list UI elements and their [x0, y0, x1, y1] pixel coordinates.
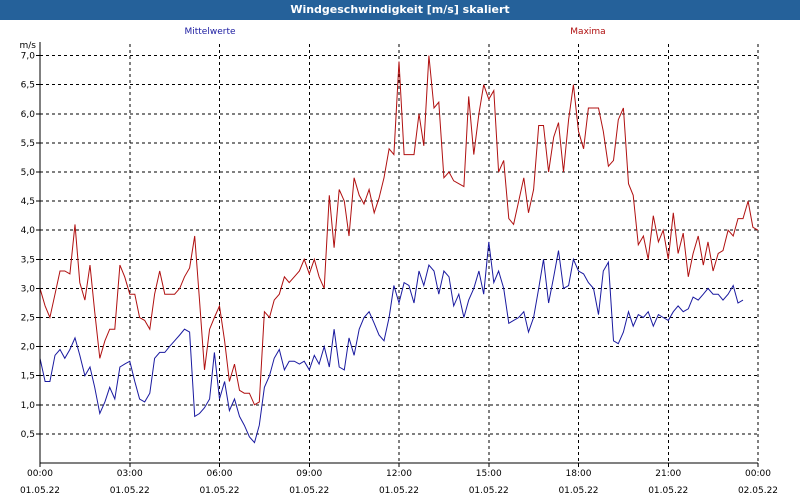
y-tick-label: 0,5 [21, 430, 35, 440]
window-title: Windgeschwindigkeit [m/s] skaliert [0, 0, 800, 20]
x-tick-date-label: 01.05.22 [199, 486, 239, 496]
x-tick-time-label: 21:00 [655, 469, 681, 479]
axes [36, 42, 759, 467]
series-line-mittelwerte [39, 241, 744, 444]
x-tick-date-label: 01.05.22 [469, 486, 509, 496]
y-tick-label: 4,5 [21, 197, 35, 207]
x-tick-date-label: 01.05.22 [110, 486, 150, 496]
legend-mean-label: Mittelwerte [184, 27, 235, 37]
y-tick-label: 1,0 [21, 401, 36, 411]
y-tick-label: 5,5 [21, 139, 35, 149]
series-lines [39, 55, 759, 444]
x-tick-time-label: 03:00 [117, 469, 143, 479]
y-tick-label: 3,0 [21, 284, 36, 294]
x-tick-date-label: 01.05.22 [289, 486, 329, 496]
wind-speed-chart: Mittelwerte Maxima m/s 0,5 1,0 1,5 2,0 2,5 3,… [0, 20, 800, 500]
x-tick-date-label: 02.05.22 [738, 486, 778, 496]
x-tick-labels: 00:00 01.05.22 03:00 01.05.22 06:00 01.05.22 0… [20, 469, 778, 496]
x-tick-time-label: 00:00 [27, 469, 53, 479]
x-tick-date-label: 01.05.22 [20, 486, 60, 496]
y-tick-label: 2,5 [21, 314, 35, 324]
legend-max-label: Maxima [570, 27, 605, 37]
x-tick-date-label: 01.05.22 [648, 486, 688, 496]
y-tick-labels: 0,5 1,0 1,5 2,0 2,5 3,0 3,5 4,0 4,5 5,0 5,5 6,0 6,5 7… [21, 52, 36, 440]
x-tick-time-label: 12:00 [386, 469, 412, 479]
y-tick-label: 2,0 [21, 343, 36, 353]
y-tick-label: 5,0 [21, 168, 36, 178]
series-line-maxima [39, 55, 759, 406]
y-tick-label: 7,0 [21, 52, 36, 62]
y-tick-label: 3,5 [21, 255, 35, 265]
x-tick-date-label: 01.05.22 [379, 486, 419, 496]
x-tick-time-label: 06:00 [207, 469, 233, 479]
y-tick-label: 1,5 [21, 372, 35, 382]
x-tick-time-label: 09:00 [296, 469, 322, 479]
y-tick-label: 6,0 [21, 110, 36, 120]
x-tick-time-label: 15:00 [476, 469, 502, 479]
x-tick-date-label: 01.05.22 [558, 486, 598, 496]
x-tick-time-label: 18:00 [566, 469, 592, 479]
y-axis-unit-label: m/s [20, 41, 37, 51]
y-tick-label: 4,0 [21, 226, 36, 236]
x-tick-time-label: 00:00 [745, 469, 771, 479]
y-tick-label: 6,5 [21, 81, 35, 91]
